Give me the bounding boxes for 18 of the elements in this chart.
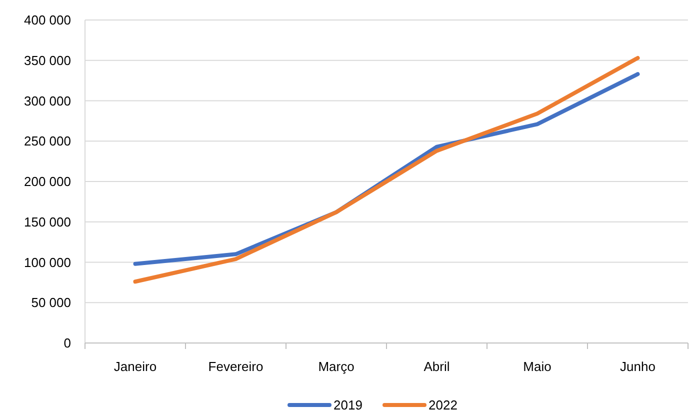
y-tick-label: 0 (64, 336, 71, 351)
x-tick-label: Maio (523, 359, 552, 374)
y-tick-label: 200 000 (24, 174, 71, 190)
x-tick-label: Janeiro (114, 359, 157, 374)
x-tick-label: Abril (424, 359, 450, 374)
legend-label: 2022 (428, 398, 458, 412)
x-tick-label: Março (318, 359, 354, 374)
y-tick-label: 300 000 (24, 93, 71, 108)
y-tick-label: 350 000 (24, 52, 71, 68)
y-tick-label: 400 000 (24, 12, 71, 28)
legend-label: 2019 (334, 398, 362, 412)
line-series (133, 56, 640, 284)
y-tick-label: 250 000 (24, 134, 71, 149)
x-tick-label: Fevereiro (208, 359, 264, 374)
y-tick-label: 50 000 (31, 295, 71, 310)
y-tick-label: 150 000 (24, 214, 71, 230)
y-tick-label: 100 000 (24, 254, 71, 270)
x-tick-label: Junho (620, 359, 656, 374)
